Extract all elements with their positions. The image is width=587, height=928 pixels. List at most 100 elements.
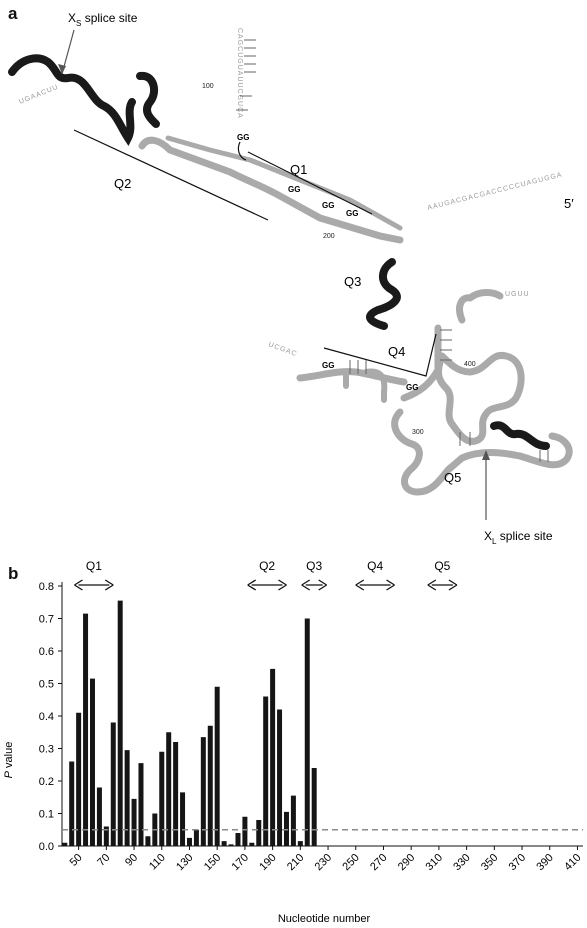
y-tick-label: 0.0 bbox=[39, 841, 54, 853]
seq-right-end: UGUU bbox=[505, 291, 530, 298]
region-label-q5: Q5 bbox=[444, 470, 461, 485]
region-arrow-label: Q2 bbox=[259, 560, 275, 573]
x-tick-label: 170 bbox=[230, 852, 251, 873]
region-arrowhead-left bbox=[301, 579, 311, 591]
black-region-q3 bbox=[366, 258, 401, 330]
bar bbox=[138, 763, 144, 846]
region-label-q1: Q1 bbox=[290, 162, 307, 177]
bars bbox=[62, 600, 583, 846]
region-label-q2: Q2 bbox=[114, 176, 131, 191]
region-arrowhead-right bbox=[448, 579, 458, 591]
y-tick-label: 0.7 bbox=[39, 614, 54, 626]
bar bbox=[110, 722, 116, 846]
x-tick-label: 90 bbox=[123, 852, 140, 869]
bar bbox=[89, 678, 95, 846]
bar bbox=[304, 618, 310, 846]
gg-marker: GG bbox=[406, 383, 418, 392]
grey-strand-loops bbox=[435, 351, 525, 445]
y-tick-label: 0.2 bbox=[39, 776, 54, 788]
svg-text:XL splice site: XL splice site bbox=[484, 529, 553, 546]
bar bbox=[228, 844, 234, 846]
x-tick-label: 130 bbox=[174, 852, 195, 873]
bar bbox=[193, 829, 199, 846]
q1-bracket bbox=[247, 151, 373, 215]
panel-b-letter: b bbox=[8, 564, 19, 583]
bar bbox=[277, 709, 283, 846]
p-value-bar-chart: 0.0 0.1 0.2 0.3 0.4 0.5 0.6 0.7 0.8 50 70 90 110 130… bbox=[3, 560, 584, 925]
bar bbox=[221, 841, 227, 846]
x-axis-label: Nucleotide number bbox=[278, 913, 371, 925]
grey-strand-left-helix bbox=[343, 368, 388, 403]
bar bbox=[242, 816, 248, 846]
black-region-xs bbox=[8, 54, 136, 146]
region-arrowhead-left bbox=[427, 579, 437, 591]
region-arrow-label: Q3 bbox=[306, 560, 322, 573]
bar bbox=[263, 696, 269, 846]
x-tick-label: 330 bbox=[451, 852, 472, 873]
xs-splice-label: XS splice site bbox=[68, 11, 138, 28]
x-axis: 50 70 90 110 130 150 170 190 210 230 250 270 290 310 3… bbox=[62, 845, 584, 873]
x-tick-label: 70 bbox=[95, 852, 112, 869]
grey-strand-top-right bbox=[456, 289, 504, 324]
gg-marker: GG bbox=[322, 201, 334, 210]
rna-structure-diagram: CAGCUGUAUUCGUCA AAUGACGACGACCCCCUAGUGGA … bbox=[8, 11, 574, 546]
region-arrowhead-right bbox=[386, 579, 395, 591]
y-tick-label: 0.3 bbox=[39, 744, 54, 756]
y-tick-label: 0.4 bbox=[39, 711, 54, 723]
bar bbox=[62, 842, 68, 846]
bar bbox=[235, 833, 241, 846]
black-region-xl bbox=[490, 421, 550, 450]
seq-top-loop: CAGCUGUAUUCGUCA bbox=[236, 28, 243, 119]
x-tick-label: 210 bbox=[285, 852, 306, 873]
grey-strand-main bbox=[138, 136, 404, 244]
x-tick-label: 290 bbox=[396, 852, 417, 873]
xs-arrowhead bbox=[58, 64, 66, 74]
bar bbox=[159, 751, 165, 846]
bar bbox=[186, 837, 192, 846]
gg-marker: GG bbox=[322, 361, 334, 370]
q2-bracket bbox=[73, 129, 269, 221]
bar bbox=[214, 686, 220, 846]
five-prime-label: 5′ bbox=[564, 196, 574, 211]
region-arrow-label: Q5 bbox=[434, 560, 450, 573]
seq-left-loop: UCGAC bbox=[267, 341, 298, 358]
gg-marker: GG bbox=[346, 209, 358, 218]
bar bbox=[96, 787, 102, 846]
bar bbox=[103, 826, 109, 846]
x-tick-label: 310 bbox=[424, 852, 445, 873]
y-axis: 0.0 0.1 0.2 0.3 0.4 0.5 0.6 0.7 0.8 bbox=[39, 581, 63, 853]
bar bbox=[117, 600, 123, 846]
y-tick-label: 0.6 bbox=[39, 646, 54, 658]
y-tick-label: 0.8 bbox=[39, 581, 54, 593]
region-arrows: Q1 Q2 Q3 Q4 Q5 bbox=[74, 560, 458, 591]
region-arrow-label: Q4 bbox=[367, 560, 383, 573]
bar bbox=[270, 668, 276, 846]
bar bbox=[283, 811, 289, 846]
region-arrowhead-left bbox=[247, 579, 257, 591]
bar bbox=[297, 841, 303, 846]
bar bbox=[311, 768, 317, 846]
y-tick-label: 0.5 bbox=[39, 679, 54, 691]
position-200: 200 bbox=[323, 233, 335, 240]
gg-marker: GG bbox=[237, 133, 249, 142]
bar bbox=[76, 712, 82, 846]
bar bbox=[166, 732, 172, 846]
bar bbox=[180, 792, 186, 846]
bar bbox=[290, 795, 296, 846]
region-arrowhead-left bbox=[355, 579, 365, 591]
y-tick-label: 0.1 bbox=[39, 809, 54, 821]
x-tick-label: 50 bbox=[68, 852, 85, 869]
bar bbox=[69, 761, 75, 846]
xl-arrowhead bbox=[482, 450, 490, 460]
panel-a-letter: a bbox=[8, 4, 18, 23]
x-tick-label: 250 bbox=[340, 852, 361, 873]
region-arrowhead-left bbox=[74, 579, 83, 591]
bar bbox=[207, 725, 213, 846]
x-tick-label: 190 bbox=[257, 852, 278, 873]
x-tick-label: 230 bbox=[313, 852, 334, 873]
region-label-q4: Q4 bbox=[388, 344, 405, 359]
bar bbox=[131, 798, 137, 846]
region-arrowhead-right bbox=[278, 579, 287, 591]
bar bbox=[83, 613, 89, 846]
region-arrowhead-right bbox=[318, 579, 328, 591]
